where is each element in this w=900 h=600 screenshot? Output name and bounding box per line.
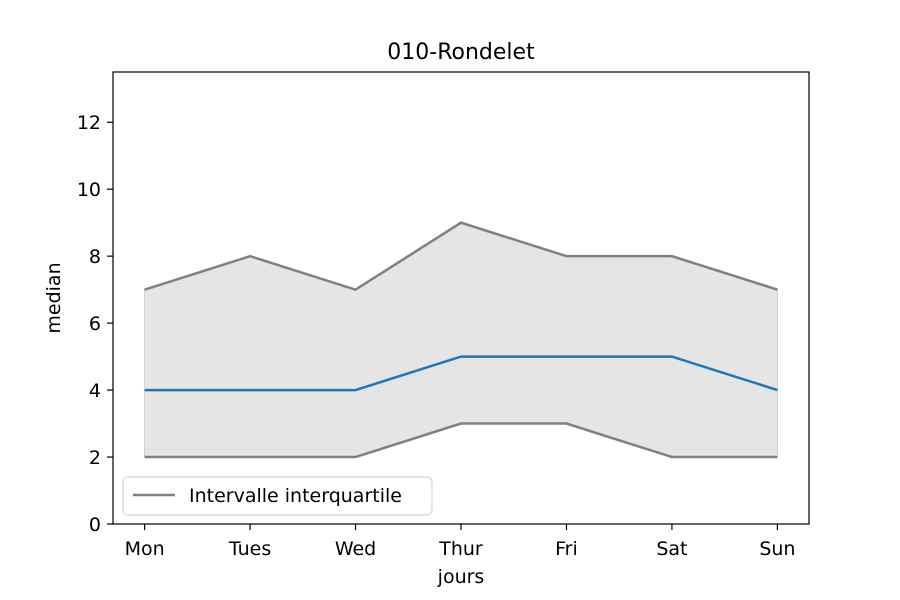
y-tick-label: 4 (89, 380, 101, 402)
data-point-median-Thur (460, 356, 462, 358)
x-tick-label: Tues (228, 538, 271, 560)
data-point-q3-Tues (249, 255, 251, 257)
interquartile-band (144, 222, 778, 458)
x-tick-label: Fri (555, 538, 578, 560)
x-tick-label: Wed (335, 538, 376, 560)
y-tick-label: 10 (77, 179, 101, 201)
x-tick-label: Sun (759, 538, 795, 560)
data-point-q1-Tues (249, 456, 251, 458)
x-tick-label: Sat (656, 538, 687, 560)
plot-area (144, 221, 778, 459)
data-point-median-Sat (671, 356, 673, 358)
x-axis-label: jours (437, 566, 485, 588)
data-point-median-Sun (776, 389, 778, 391)
data-point-q3-Wed (355, 289, 357, 291)
y-axis-label: median (43, 262, 65, 333)
data-point-q3-Mon (144, 289, 146, 291)
series-line-q1 (144, 422, 778, 459)
x-axis: Mon Tues Wed Thur Fri Sat Sun (125, 524, 795, 560)
data-point-q3-Sun (776, 289, 778, 291)
x-tick-label: Thur (438, 538, 483, 560)
y-tick-label: 6 (89, 313, 101, 335)
data-point-median-Mon (144, 389, 146, 391)
y-tick-label: 2 (89, 447, 101, 469)
data-point-q1-Sun (776, 456, 778, 458)
series-line-median (144, 355, 778, 392)
y-tick-label: 0 (89, 514, 101, 536)
data-point-q3-Thur (460, 222, 462, 224)
chart-title: 010-Rondelet (387, 40, 535, 65)
data-point-median-Tues (249, 389, 251, 391)
y-tick-label: 12 (77, 112, 101, 134)
data-point-q1-Thur (460, 423, 462, 425)
data-point-q1-Sat (671, 456, 673, 458)
data-point-q3-Sat (671, 255, 673, 257)
data-point-q1-Wed (355, 456, 357, 458)
data-point-median-Wed (355, 389, 357, 391)
data-point-q1-Mon (144, 456, 146, 458)
legend: Intervalle interquartile (122, 476, 433, 516)
data-point-median-Fri (565, 356, 567, 358)
data-point-q1-Fri (565, 423, 567, 425)
series-line-q3 (144, 221, 778, 291)
y-tick-label: 8 (89, 246, 101, 268)
data-point-q3-Fri (565, 255, 567, 257)
x-tick-label: Mon (125, 538, 165, 560)
legend-label: Intervalle interquartile (189, 485, 402, 507)
legend-box (122, 476, 433, 516)
y-axis: 0 2 4 6 8 10 12 (77, 112, 113, 536)
